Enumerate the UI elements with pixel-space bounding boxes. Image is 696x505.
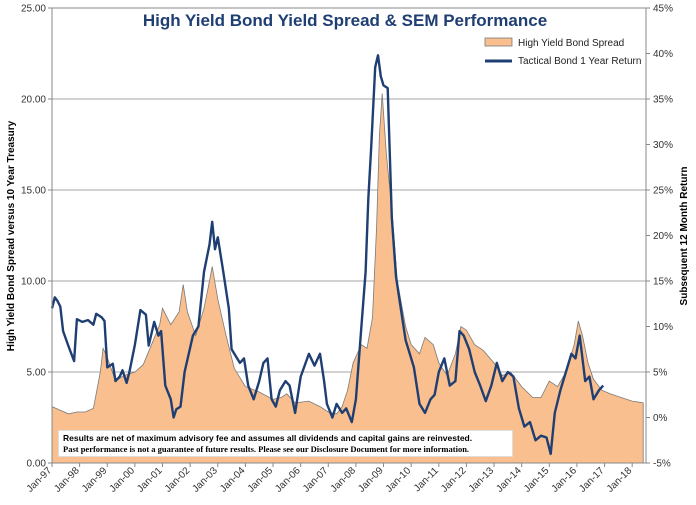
left-tick-label-2: 10.00: [21, 277, 46, 288]
chart-title: High Yield Bond Yield Spread & SEM Perfo…: [143, 11, 547, 30]
right-tick-label-5: 20%: [653, 231, 673, 242]
right-tick-label-9: 40%: [653, 49, 673, 60]
disclaimer-line-2: Past performance is not a guarantee of f…: [63, 444, 470, 454]
left-tick-label-4: 20.00: [21, 95, 46, 106]
right-axis-ticks: -5% 0% 5% 10% 15% 20% 25% 30% 35% 40% 45%: [646, 4, 673, 470]
right-tick-label-4: 15%: [653, 277, 673, 288]
right-axis-title: Subsequent 12 Month Return: [679, 167, 690, 306]
legend: High Yield Bond Spread Tactical Bond 1 Y…: [484, 37, 641, 67]
left-tick-label-0: 0.00: [27, 459, 47, 470]
left-tick-label-5: 25.00: [21, 4, 46, 15]
disclaimer-line-1: Results are net of maximum advisory fee …: [63, 433, 473, 443]
right-tick-label-1: 0%: [653, 413, 668, 424]
right-tick-label-3: 10%: [653, 322, 673, 333]
left-tick-label-1: 5.00: [27, 368, 47, 379]
left-tick-label-3: 15.00: [21, 186, 46, 197]
disclaimer-box: Results are net of maximum advisory fee …: [58, 430, 513, 457]
right-tick-label-6: 25%: [653, 186, 673, 197]
right-tick-label-8: 35%: [653, 95, 673, 106]
right-tick-label-2: 5%: [653, 368, 668, 379]
legend-label-return: Tactical Bond 1 Year Return: [518, 56, 641, 67]
left-axis-ticks: 0.00 5.00 10.00 15.00 20.00 25.00: [21, 4, 52, 470]
right-tick-label-0: -5%: [653, 459, 671, 470]
right-tick-label-7: 30%: [653, 140, 673, 151]
return-line: [50, 54, 605, 456]
left-axis-title: High Yield Bond Spread versus 10 Year Tr…: [6, 120, 17, 351]
right-tick-label-10: 45%: [653, 4, 673, 15]
legend-label-spread: High Yield Bond Spread: [518, 38, 624, 49]
legend-swatch-spread: [484, 37, 513, 47]
